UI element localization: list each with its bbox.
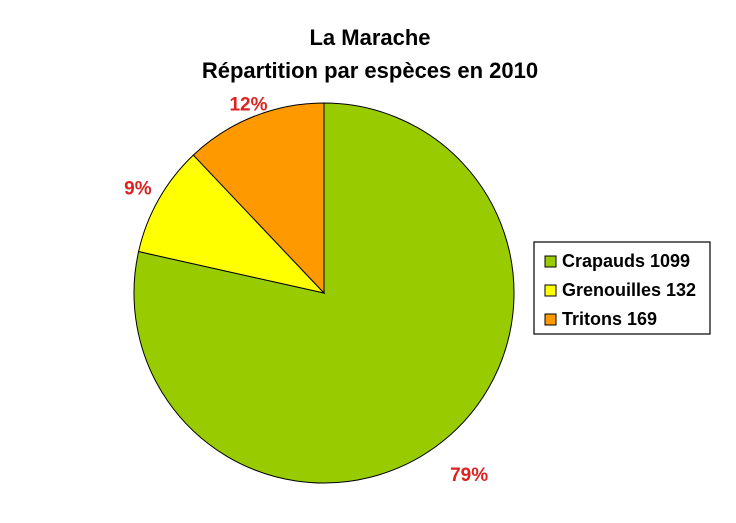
chart-title: La Marache	[309, 25, 430, 50]
pie-slice-grenouilles	[137, 154, 326, 294]
chart-subtitle: Répartition par espèces en 2010	[202, 58, 538, 83]
legend-swatch-tritons	[544, 313, 557, 326]
legend-label-tritons: Tritons 169	[562, 309, 657, 329]
legend-label-crapauds: Crapauds 1099	[562, 251, 690, 271]
pie-slice-tritons	[192, 102, 325, 295]
legend-swatch-crapauds	[544, 255, 557, 268]
pie-slices	[133, 102, 515, 484]
percent-labels: 79% 9% 12%	[124, 95, 488, 487]
legend: Crapauds 1099 Grenouilles 132 Tritons 169	[533, 241, 711, 335]
legend-swatch-grenouilles	[544, 284, 557, 297]
legend-label-grenouilles: Grenouilles 132	[562, 280, 696, 300]
percent-label-grenouilles: 9%	[124, 178, 152, 199]
percent-label-tritons: 12%	[229, 95, 267, 116]
percent-label-crapauds: 79%	[450, 465, 488, 486]
legend-box	[533, 241, 711, 335]
